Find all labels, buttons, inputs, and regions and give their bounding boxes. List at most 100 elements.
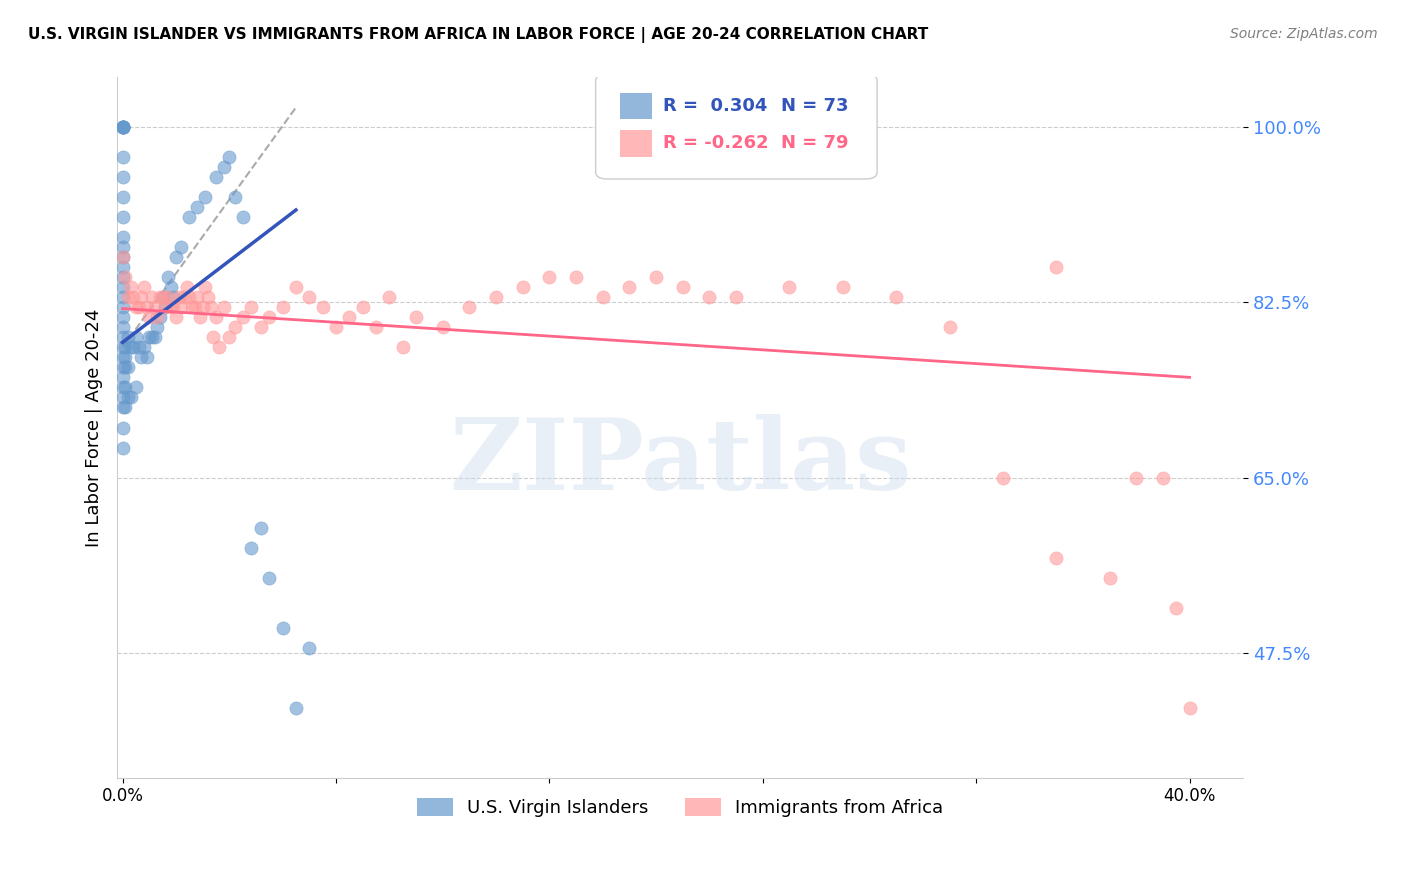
Point xyxy=(485,290,508,304)
Point xyxy=(120,341,142,355)
Point xyxy=(159,280,181,294)
Point xyxy=(135,351,157,365)
Point xyxy=(239,301,262,315)
Point xyxy=(191,301,214,315)
Point xyxy=(232,310,254,325)
Point xyxy=(155,301,177,315)
Point xyxy=(143,330,166,344)
Point xyxy=(122,290,145,304)
Point xyxy=(111,341,134,355)
Point xyxy=(146,320,169,334)
Point xyxy=(173,290,195,304)
Point xyxy=(179,211,201,225)
Point xyxy=(167,290,190,304)
Point xyxy=(120,391,142,405)
Point xyxy=(146,310,169,325)
Point xyxy=(432,320,454,334)
Point xyxy=(111,301,134,315)
Point xyxy=(111,251,134,265)
Point xyxy=(1152,470,1174,484)
Point xyxy=(378,290,401,304)
Point xyxy=(1045,550,1067,565)
Point xyxy=(364,320,387,334)
Point xyxy=(111,360,134,375)
Point xyxy=(129,351,152,365)
Text: N = 73: N = 73 xyxy=(782,97,849,115)
Point xyxy=(138,330,160,344)
Point xyxy=(259,310,281,325)
Point xyxy=(405,310,427,325)
Point xyxy=(1166,600,1188,615)
Point xyxy=(1098,570,1121,584)
Point xyxy=(512,280,534,294)
Point xyxy=(202,330,225,344)
Point xyxy=(884,290,907,304)
Point xyxy=(298,290,321,304)
Point xyxy=(114,351,136,365)
Point xyxy=(120,280,142,294)
Point xyxy=(159,301,181,315)
Point xyxy=(197,290,219,304)
Point xyxy=(1045,260,1067,275)
Point xyxy=(111,230,134,244)
Point xyxy=(111,351,134,365)
Point xyxy=(194,190,217,204)
Point xyxy=(111,120,134,135)
Point xyxy=(200,301,222,315)
Point xyxy=(325,320,347,334)
Point xyxy=(778,280,800,294)
Point xyxy=(458,301,481,315)
Point xyxy=(132,280,155,294)
Point xyxy=(114,270,136,285)
Point xyxy=(117,360,139,375)
Text: R = -0.262: R = -0.262 xyxy=(664,135,769,153)
Point xyxy=(111,260,134,275)
Text: U.S. VIRGIN ISLANDER VS IMMIGRANTS FROM AFRICA IN LABOR FORCE | AGE 20-24 CORREL: U.S. VIRGIN ISLANDER VS IMMIGRANTS FROM … xyxy=(28,27,928,43)
Point xyxy=(125,301,148,315)
Point xyxy=(152,290,174,304)
Point xyxy=(725,290,748,304)
Point xyxy=(565,270,588,285)
Point xyxy=(831,280,853,294)
Point xyxy=(141,290,163,304)
Point xyxy=(111,120,134,135)
Point xyxy=(183,301,205,315)
Point xyxy=(117,290,139,304)
Point xyxy=(111,151,134,165)
Point xyxy=(224,190,246,204)
Point xyxy=(224,320,246,334)
Point xyxy=(111,420,134,434)
Point xyxy=(186,290,208,304)
Point xyxy=(111,120,134,135)
Point xyxy=(259,570,281,584)
Legend: U.S. Virgin Islanders, Immigrants from Africa: U.S. Virgin Islanders, Immigrants from A… xyxy=(409,790,950,824)
Point xyxy=(114,341,136,355)
Point xyxy=(117,330,139,344)
Point xyxy=(218,330,240,344)
Point xyxy=(645,270,668,285)
Point xyxy=(1125,470,1147,484)
Point xyxy=(284,280,307,294)
Point xyxy=(111,380,134,394)
Y-axis label: In Labor Force | Age 20-24: In Labor Force | Age 20-24 xyxy=(86,309,103,547)
Point xyxy=(205,310,228,325)
Point xyxy=(152,290,174,304)
Point xyxy=(250,520,273,534)
Point xyxy=(311,301,333,315)
Point xyxy=(156,290,179,304)
Point xyxy=(111,401,134,415)
Text: N = 79: N = 79 xyxy=(782,135,849,153)
Point xyxy=(391,341,413,355)
Point xyxy=(271,301,294,315)
Point xyxy=(179,290,201,304)
Point xyxy=(162,301,184,315)
Point xyxy=(111,391,134,405)
Point xyxy=(132,341,155,355)
Point xyxy=(111,211,134,225)
Point xyxy=(149,290,172,304)
Point xyxy=(111,251,134,265)
Point xyxy=(111,320,134,334)
Point xyxy=(111,170,134,185)
Text: R =  0.304: R = 0.304 xyxy=(664,97,768,115)
Point xyxy=(111,270,134,285)
